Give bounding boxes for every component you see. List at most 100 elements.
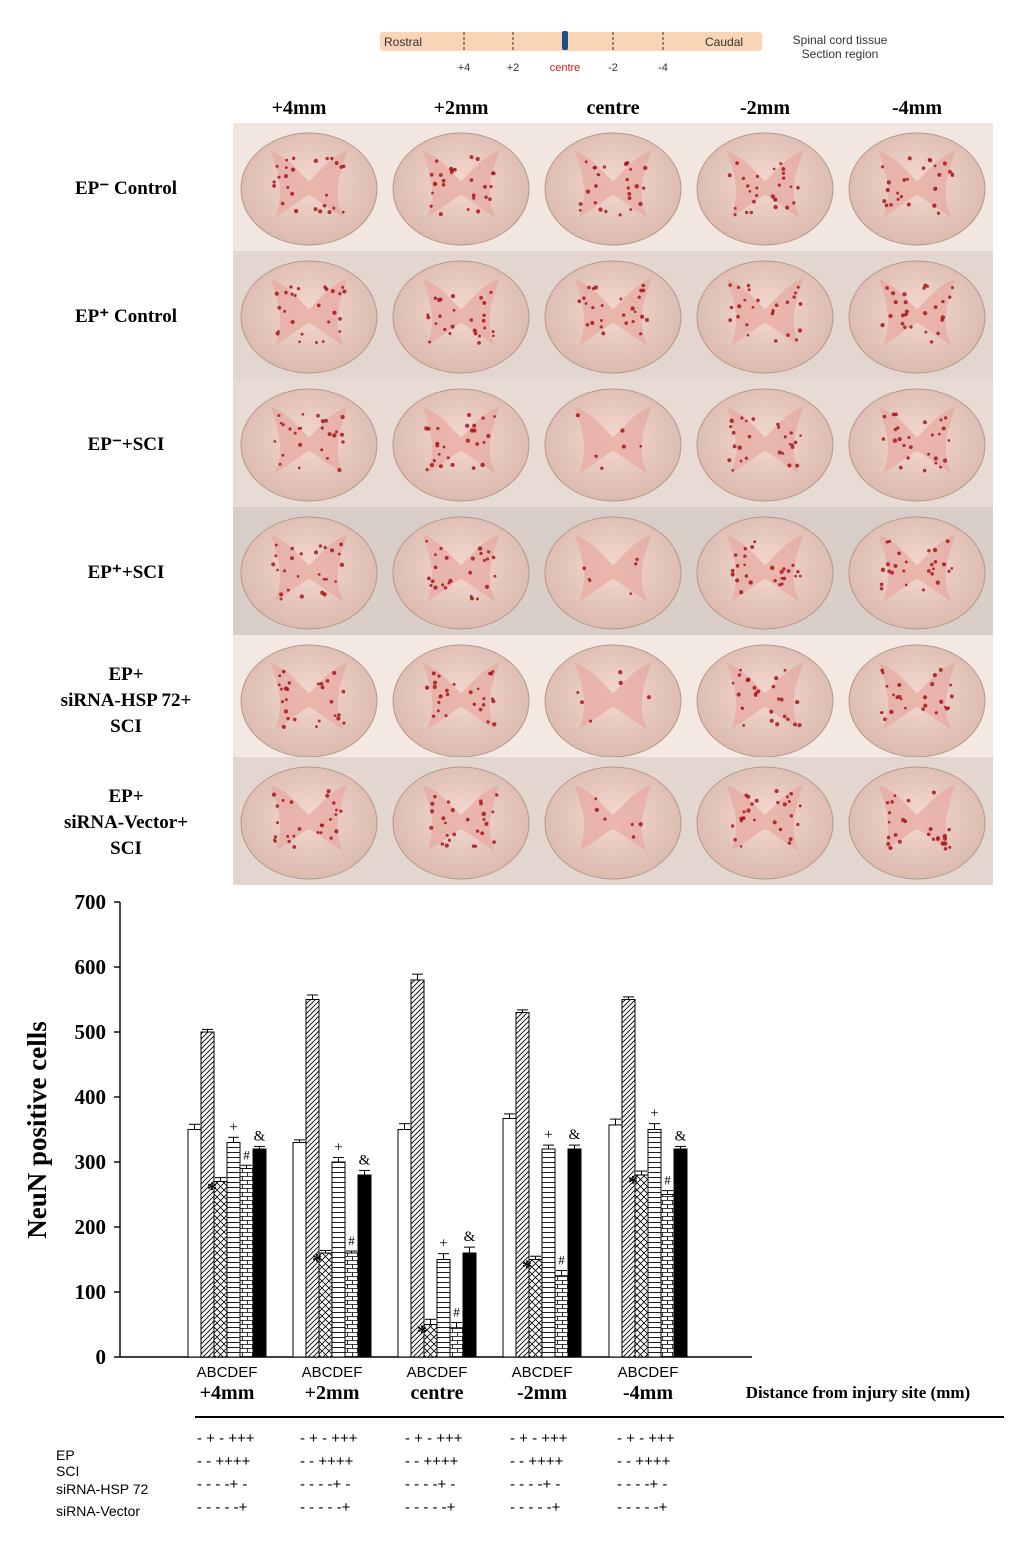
section-diagram: Rostral Caudal +4 +2 centre -2 -4 Spinal cor… <box>380 31 888 74</box>
significance-marker: + <box>334 1139 342 1155</box>
micrograph-cell <box>385 757 537 885</box>
error-bar <box>241 1164 252 1169</box>
column-label: centre <box>587 97 640 119</box>
bar-f <box>462 1252 477 1358</box>
treatment-cell: - + - +++ <box>405 1430 463 1447</box>
error-bar <box>320 1249 331 1253</box>
bar-d <box>541 1148 556 1358</box>
category-label: -2mm <box>517 1382 567 1404</box>
y-tick-label: 100 <box>75 1280 107 1304</box>
significance-marker: * <box>312 1250 322 1272</box>
bar-f <box>357 1174 372 1358</box>
bar-letters: ABCDEF <box>302 1364 363 1381</box>
significance-marker: & <box>675 1128 687 1144</box>
section-legend-line1: Spinal cord tissue <box>793 33 888 47</box>
error-bar <box>675 1145 686 1149</box>
significance-marker: + <box>229 1119 237 1135</box>
treatment-row-label: siRNA-HSP 72 <box>56 1481 149 1497</box>
column-label: +4mm <box>272 97 327 119</box>
significance-marker: * <box>628 1172 638 1194</box>
bar-e <box>344 1252 359 1358</box>
error-bar <box>623 996 634 1000</box>
y-tick-label: 600 <box>75 955 107 979</box>
bar-a <box>292 1142 307 1358</box>
significance-marker: & <box>359 1152 371 1168</box>
y-tick-label: 200 <box>75 1215 107 1239</box>
row-label: SCI <box>110 838 142 859</box>
micrograph-cell <box>233 251 385 379</box>
bar-a <box>187 1129 202 1358</box>
micrograph-cell <box>385 635 537 763</box>
category-label: +4mm <box>200 1382 255 1404</box>
bar-b <box>410 979 425 1358</box>
column-label: -2mm <box>740 97 790 119</box>
significance-marker: # <box>453 1305 460 1320</box>
micrograph-cell <box>233 635 385 763</box>
error-bar <box>543 1144 554 1149</box>
rostral-label: Rostral <box>384 35 422 49</box>
error-bar <box>346 1250 357 1253</box>
error-bar <box>254 1145 265 1149</box>
section-tick-label: centre <box>550 62 581 74</box>
treatment-cell: - + - +++ <box>300 1430 358 1447</box>
error-bar <box>517 1009 528 1013</box>
micrograph-cell <box>841 635 993 763</box>
column-label: +2mm <box>434 97 489 119</box>
error-bar <box>189 1123 200 1130</box>
micrograph-cell <box>689 635 841 763</box>
micrograph-cell <box>841 757 993 885</box>
y-tick-label: 400 <box>75 1085 107 1109</box>
error-bar <box>215 1177 226 1182</box>
micrograph-cell <box>233 379 385 507</box>
error-bar <box>425 1318 436 1325</box>
bar-d <box>436 1259 451 1358</box>
treatment-cell: - - - - -+ <box>617 1499 668 1516</box>
error-bar <box>412 973 423 980</box>
micrograph-cell <box>233 123 385 251</box>
y-tick-label: 300 <box>75 1150 107 1174</box>
micrograph-cell <box>233 507 385 635</box>
column-label: -4mm <box>892 97 942 119</box>
bar-e <box>660 1194 675 1358</box>
micrograph-cell <box>537 123 689 251</box>
error-bar <box>530 1255 541 1260</box>
section-ticks: +4 +2 centre -2 -4 <box>458 31 668 74</box>
category-label: -4mm <box>623 1382 673 1404</box>
significance-marker: + <box>544 1127 552 1143</box>
micrograph-cell <box>537 757 689 885</box>
error-bar <box>610 1118 621 1125</box>
error-bar <box>333 1156 344 1162</box>
bar-f <box>567 1148 582 1358</box>
error-bar <box>464 1246 475 1253</box>
bar-e <box>449 1327 464 1358</box>
treatment-cell: - - - - -+ <box>510 1499 561 1516</box>
row-label: EP⁺+SCI <box>88 562 165 583</box>
micrograph-cell <box>689 379 841 507</box>
micrograph-cell <box>841 123 993 251</box>
centre-marker <box>562 31 568 50</box>
micrograph-cell <box>689 757 841 885</box>
significance-marker: # <box>348 1233 355 1248</box>
bars: *+#&*+#&*+#&*+#&*+#& <box>187 973 688 1358</box>
row-label: EP⁻ Control <box>75 178 177 199</box>
error-bar <box>649 1123 660 1130</box>
bar-c <box>634 1174 649 1358</box>
treatment-row-label: EP <box>56 1447 75 1463</box>
category-label: centre <box>411 1382 464 1404</box>
micrograph-cell <box>537 379 689 507</box>
treatment-cell: - - - - -+ <box>405 1499 456 1516</box>
treatment-cell: - - ++++ <box>510 1453 564 1470</box>
error-bar <box>307 994 318 1000</box>
significance-marker: # <box>243 1147 250 1162</box>
significance-marker: # <box>664 1173 671 1188</box>
micrograph-panel: +4mm +2mm centre -2mm -4mm EP⁻ Control EP⁺ Con… <box>61 97 993 885</box>
treatment-cell: - + - +++ <box>617 1430 675 1447</box>
treatment-row-label: siRNA-Vector <box>56 1503 140 1519</box>
bar-a <box>397 1129 412 1358</box>
row-label: EP⁻+SCI <box>88 434 165 455</box>
micrograph-cell <box>385 123 537 251</box>
significance-marker: & <box>254 1128 266 1144</box>
treatment-cell: - - - -+ - <box>617 1476 667 1493</box>
y-axis-label: NeuN positive cells <box>22 1021 52 1238</box>
